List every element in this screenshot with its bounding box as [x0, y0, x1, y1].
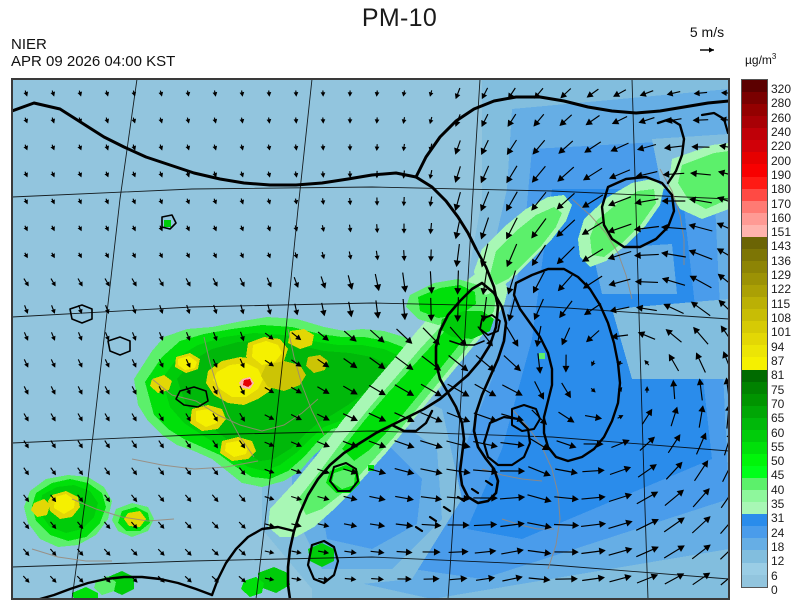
colorbar-tick-label: 75: [771, 382, 785, 397]
colorbar-tick-label: 108: [771, 311, 792, 326]
colorbar-tick-label: 151: [771, 225, 792, 240]
colorbar-tick-label: 12: [771, 554, 785, 569]
colorbar-band: [742, 104, 767, 117]
colorbar-tick-label: 200: [771, 153, 792, 168]
colorbar-band: [742, 297, 767, 310]
colorbar-tick-label: 24: [771, 525, 785, 540]
colorbar-band: [742, 502, 767, 515]
colorbar-tick-label: 35: [771, 497, 785, 512]
colorbar: [741, 79, 768, 588]
colorbar-band: [742, 550, 767, 563]
colorbar-band: [742, 212, 767, 225]
colorbar-band: [742, 538, 767, 551]
colorbar-band: [742, 466, 767, 479]
colorbar-tick-label: 0: [771, 583, 778, 597]
colorbar-tick-label: 87: [771, 353, 785, 368]
colorbar-band: [742, 224, 767, 237]
colorbar-tick-label: 18: [771, 540, 785, 555]
colorbar-band: [742, 417, 767, 430]
colorbar-tick-label: 129: [771, 268, 792, 283]
forecast-datetime-label: APR 09 2026 04:00 KST: [11, 53, 176, 70]
colorbar-band: [742, 200, 767, 213]
colorbar-band: [742, 333, 767, 346]
colorbar-band: [742, 429, 767, 442]
colorbar-tick-label: 65: [771, 411, 785, 426]
colorbar-band: [742, 128, 767, 141]
colorbar-tick-label: 240: [771, 124, 792, 139]
colorbar-tick-label: 190: [771, 167, 792, 182]
colorbar-band: [742, 514, 767, 527]
colorbar-band: [742, 562, 767, 575]
colorbar-band: [742, 309, 767, 322]
colorbar-band: [742, 273, 767, 286]
colorbar-band: [742, 188, 767, 201]
pm10-concentration-field: [24, 79, 729, 599]
colorbar-tick-label: 143: [771, 239, 792, 254]
colorbar-tick-label: 180: [771, 182, 792, 197]
colorbar-tick-label: 94: [771, 339, 785, 354]
colorbar-tick-label: 101: [771, 325, 792, 340]
agency-label: NIER: [11, 36, 47, 53]
colorbar-tick-label: 115: [771, 296, 791, 311]
colorbar-tick-label: 70: [771, 396, 785, 411]
colorbar-band: [742, 164, 767, 177]
colorbar-tick-label: 160: [771, 210, 792, 225]
colorbar-band: [742, 285, 767, 298]
colorbar-band: [742, 260, 767, 273]
map-panel[interactable]: [11, 78, 730, 600]
map-canvas[interactable]: [12, 79, 729, 599]
colorbar-band: [742, 478, 767, 491]
colorbar-band: [742, 405, 767, 418]
colorbar-tick-label: 60: [771, 425, 785, 440]
colorbar-band: [742, 92, 767, 105]
colorbar-tick-label: 6: [771, 568, 778, 583]
colorbar-tick-label: 280: [771, 96, 792, 111]
colorbar-tick-label: 220: [771, 139, 792, 154]
colorbar-band: [742, 490, 767, 503]
colorbar-tick-label: 55: [771, 439, 785, 454]
colorbar-tick-label: 260: [771, 110, 792, 125]
colorbar-tick-label: 45: [771, 468, 785, 483]
colorbar-band: [742, 369, 767, 382]
colorbar-band: [742, 357, 767, 370]
colorbar-band: [742, 80, 767, 93]
colorbar-band: [742, 393, 767, 406]
colorbar-tick-label: 31: [771, 511, 785, 526]
colorbar-band: [742, 236, 767, 249]
colorbar-band: [742, 574, 767, 587]
colorbar-tick-label: 81: [771, 368, 785, 383]
wind-scale-label: 5 m/s: [689, 24, 725, 40]
colorbar-band: [742, 116, 767, 129]
colorbar-band: [742, 152, 767, 165]
colorbar-band: [742, 176, 767, 189]
colorbar-band: [742, 345, 767, 358]
colorbar-tick-label: 50: [771, 454, 785, 469]
map-frame: [12, 79, 729, 599]
colorbar-tick-labels: 320 280 260 240 220 200 190 180 170 160 151 143 136 1…: [771, 79, 799, 599]
colorbar-tick-label: 136: [771, 253, 792, 268]
colorbar-band: [742, 453, 767, 466]
page-title: PM-10: [361, 4, 438, 32]
colorbar-band: [742, 321, 767, 334]
colorbar-unit-label: µg/m3: [745, 52, 777, 67]
colorbar-tick-label: 122: [771, 282, 792, 297]
colorbar-band: [742, 140, 767, 153]
wind-vector-arrows: [22, 87, 729, 586]
colorbar-band: [742, 526, 767, 539]
wind-scale-arrow-icon: [662, 43, 752, 55]
colorbar-tick-label: 40: [771, 482, 785, 497]
colorbar-tick-label: 170: [771, 196, 792, 211]
colorbar-band: [742, 441, 767, 454]
colorbar-tick-label: 320: [771, 82, 792, 96]
colorbar-band: [742, 248, 767, 261]
colorbar-band: [742, 381, 767, 394]
